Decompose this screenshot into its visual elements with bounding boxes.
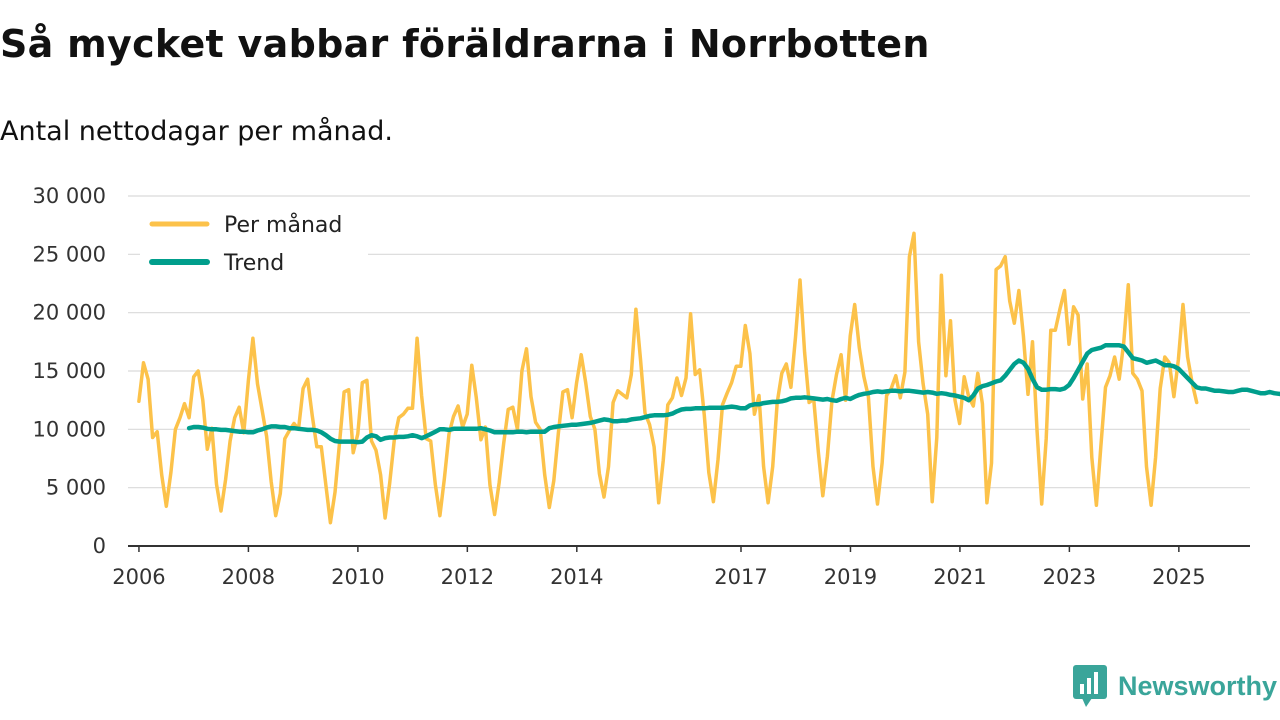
chart-title: Så mycket vabbar föräldrarna i Norrbotte… xyxy=(0,22,930,66)
x-tick-label: 2019 xyxy=(824,565,877,589)
bar-chart-speech-bubble-icon xyxy=(1073,665,1107,707)
line-chart: 0 5 000 10 000 15 000 20 000 25 000 30 000 200… xyxy=(33,184,1280,589)
y-tick-label: 0 xyxy=(93,534,106,558)
y-axis-ticks: 0 5 000 10 000 15 000 20 000 25 000 30 000 xyxy=(33,184,106,558)
x-tick-label: 2010 xyxy=(331,565,384,589)
y-tick-label: 15 000 xyxy=(33,359,106,383)
x-axis-ticks: 2006 2008 2010 2012 2014 2017 2019 2021 2023 2025 xyxy=(112,546,1206,589)
x-tick-label: 2025 xyxy=(1152,565,1205,589)
series-line-trend xyxy=(186,343,1280,445)
series-line-per-manad xyxy=(137,231,1199,525)
y-tick-label: 5 000 xyxy=(46,476,106,500)
x-tick-label: 2021 xyxy=(933,565,986,589)
chart-subtitle: Antal nettodagar per månad. xyxy=(0,116,393,147)
legend[interactable]: Per månad Trend xyxy=(140,206,368,286)
x-tick-label: 2014 xyxy=(550,565,603,589)
y-tick-label: 10 000 xyxy=(33,417,106,441)
x-tick-label: 2012 xyxy=(441,565,494,589)
legend-background xyxy=(140,206,368,286)
x-tick-label: 2008 xyxy=(222,565,275,589)
brand-name: Newsworthy xyxy=(1118,670,1278,701)
x-tick-label: 2023 xyxy=(1043,565,1096,589)
legend-label: Per månad xyxy=(224,212,342,238)
newsworthy-logo[interactable]: Newsworthy xyxy=(1072,664,1277,708)
y-tick-label: 20 000 xyxy=(33,301,106,325)
y-tick-label: 30 000 xyxy=(33,184,106,208)
legend-label: Trend xyxy=(223,251,284,276)
y-tick-label: 25 000 xyxy=(33,242,106,266)
series-lines xyxy=(137,231,1280,525)
x-tick-label: 2006 xyxy=(112,565,165,589)
x-tick-label: 2017 xyxy=(714,565,767,589)
